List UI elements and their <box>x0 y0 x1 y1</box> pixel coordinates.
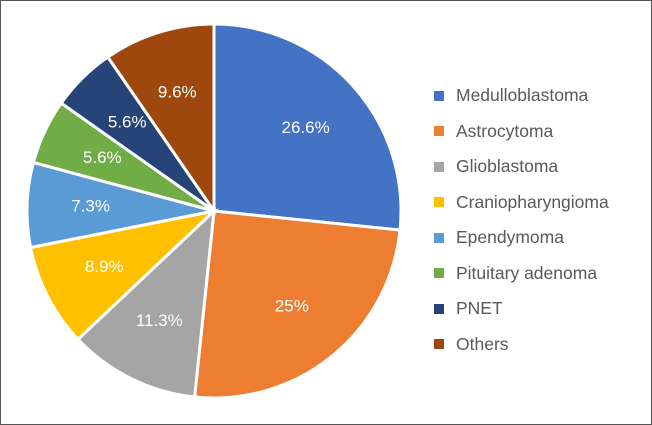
legend-item-astrocytoma: Astrocytoma <box>434 114 609 150</box>
legend-swatch <box>434 197 444 208</box>
pie-slice-medulloblastoma <box>212 22 403 232</box>
legend-label: Craniopharyngioma <box>456 191 609 212</box>
data-label-ependymoma: 7.3% <box>71 196 110 215</box>
data-label-craniopharyngioma: 8.9% <box>85 257 124 276</box>
legend-swatch <box>434 303 444 314</box>
legend-label: Medulloblastoma <box>456 85 589 106</box>
data-label-pnet: 5.6% <box>108 113 147 132</box>
data-label-others: 9.6% <box>158 83 197 102</box>
legend-swatch <box>434 161 444 172</box>
legend-item-pituitary-adenoma: Pituitary adenoma <box>434 256 609 292</box>
pie-slice-astrocytoma <box>192 209 402 400</box>
data-label-astrocytoma: 25% <box>275 296 309 315</box>
legend-swatch <box>434 232 444 243</box>
legend-item-medulloblastoma: Medulloblastoma <box>434 78 609 114</box>
legend-label: Others <box>456 333 509 354</box>
legend-label: Pituitary adenoma <box>456 262 598 283</box>
legend-item-glioblastoma: Glioblastoma <box>434 149 609 185</box>
pie-slice-craniopharyngioma <box>28 208 219 342</box>
legend-item-others: Others <box>434 327 609 363</box>
legend-swatch <box>434 90 444 101</box>
chart-legend: Medulloblastoma Astrocytoma Glioblastoma Cr… <box>434 78 609 362</box>
data-label-pituitary-adenoma: 5.6% <box>83 148 122 167</box>
legend-swatch <box>434 268 444 279</box>
legend-label: Astrocytoma <box>456 120 554 141</box>
legend-label: Ependymoma <box>456 227 564 248</box>
legend-label: Glioblastoma <box>456 156 559 177</box>
legend-label: PNET <box>456 298 503 319</box>
data-label-medulloblastoma: 26.6% <box>281 118 329 137</box>
legend-swatch <box>434 126 444 137</box>
legend-swatch <box>434 339 444 350</box>
legend-item-craniopharyngioma: Craniopharyngioma <box>434 185 609 221</box>
legend-item-ependymoma: Ependymoma <box>434 220 609 256</box>
data-label-glioblastoma: 11.3% <box>136 311 183 330</box>
pie-slice-others <box>105 22 216 216</box>
legend-item-pnet: PNET <box>434 291 609 327</box>
pie-slice-glioblastoma <box>75 207 216 399</box>
